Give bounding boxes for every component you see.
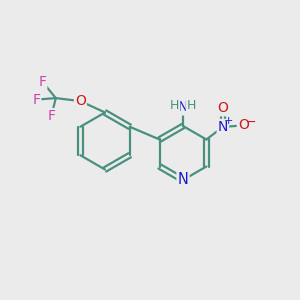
Text: H: H [170,99,179,112]
Text: H: H [187,99,196,112]
Text: F: F [38,75,46,88]
Text: O: O [238,118,249,132]
Text: F: F [32,93,40,106]
Text: N: N [178,100,188,114]
Text: −: − [245,116,256,129]
Text: N: N [218,120,228,134]
Text: F: F [47,109,55,123]
Text: N: N [178,172,188,188]
Text: O: O [218,101,228,115]
Text: +: + [224,116,234,126]
Text: H: H [188,101,197,114]
Text: H: H [169,101,178,114]
Text: O: O [75,94,86,108]
